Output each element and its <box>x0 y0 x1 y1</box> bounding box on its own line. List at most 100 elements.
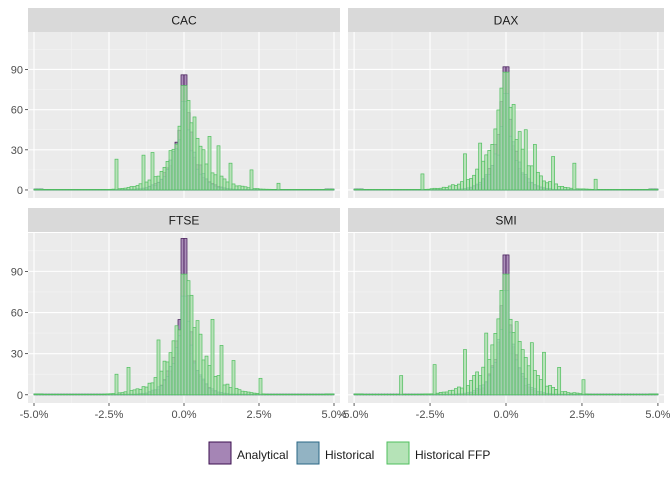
bar <box>551 156 555 191</box>
bar <box>353 393 358 396</box>
bar <box>183 85 188 191</box>
bars-smi <box>353 254 659 396</box>
bar <box>183 273 188 396</box>
bar <box>520 148 525 191</box>
bar <box>611 393 616 396</box>
panel-cac: CAC 0 30 60 90 <box>11 8 340 198</box>
bar <box>321 189 326 191</box>
strip-label-cac: CAC <box>171 14 197 28</box>
bar <box>63 189 68 191</box>
bar <box>90 189 95 191</box>
bar <box>621 189 625 191</box>
bar <box>90 393 95 396</box>
bar <box>627 189 631 191</box>
y-tick-label: 0 <box>17 390 23 402</box>
y-tick-label: 0 <box>17 185 23 197</box>
bar <box>466 385 470 396</box>
bar <box>636 189 641 191</box>
legend-label-historical: Historical <box>325 448 374 462</box>
series-historical-ffp <box>353 71 659 191</box>
bar <box>396 393 401 396</box>
bar <box>457 183 461 191</box>
bar <box>240 185 245 191</box>
bar <box>192 116 197 191</box>
bar <box>186 280 191 396</box>
bar <box>560 186 565 191</box>
bar <box>532 370 537 396</box>
bar <box>478 142 483 191</box>
bar <box>117 392 122 396</box>
bar <box>605 393 610 396</box>
bar <box>108 393 113 396</box>
bar <box>282 393 287 396</box>
bar <box>33 188 38 191</box>
bar <box>648 393 653 396</box>
bar <box>324 393 329 396</box>
bar <box>111 188 116 191</box>
bar <box>393 189 397 191</box>
bar <box>288 189 293 191</box>
bar <box>330 188 335 191</box>
bar <box>575 188 580 191</box>
bar <box>48 189 53 191</box>
bar <box>84 393 89 396</box>
y-tick-label: 60 <box>11 105 23 117</box>
bar <box>587 393 592 396</box>
bar <box>168 150 173 191</box>
bar <box>249 169 254 191</box>
bar <box>51 393 56 396</box>
bar <box>237 389 242 396</box>
bar <box>645 189 650 191</box>
bar <box>204 163 209 191</box>
panel-ftse: FTSE 0 30 60 90 -5.0% -2.5% 0.0% 2.5% 5.0% <box>11 208 347 421</box>
bar <box>514 321 519 396</box>
bar <box>523 129 528 191</box>
bar <box>33 393 38 396</box>
bar <box>502 273 507 396</box>
strip-ftse <box>28 208 340 232</box>
bar <box>252 392 257 396</box>
bar <box>581 188 586 191</box>
bar <box>596 189 601 191</box>
bar <box>423 188 428 191</box>
bar <box>371 393 376 396</box>
bar <box>249 392 254 396</box>
bar <box>186 100 191 191</box>
bar <box>120 392 125 396</box>
bar <box>514 139 519 191</box>
bar <box>255 188 260 191</box>
bar <box>111 393 116 396</box>
bar <box>438 392 443 396</box>
bar <box>243 186 248 191</box>
bar <box>432 187 437 191</box>
bar <box>478 375 483 396</box>
bar <box>384 189 388 191</box>
bar <box>414 189 419 191</box>
bar <box>135 388 140 396</box>
bar <box>502 71 507 191</box>
bar <box>596 393 601 396</box>
bar <box>210 172 215 191</box>
bar <box>129 186 134 191</box>
bar <box>599 189 604 191</box>
bar <box>177 125 182 191</box>
bar <box>411 393 416 396</box>
bar <box>69 189 74 191</box>
bar <box>447 390 452 396</box>
bar <box>210 319 215 396</box>
bar <box>99 393 104 396</box>
bar <box>408 189 413 191</box>
bar <box>599 393 604 396</box>
bar <box>198 333 203 396</box>
bar <box>195 320 200 396</box>
bar <box>487 359 492 396</box>
bar <box>213 174 218 191</box>
bar <box>321 393 326 396</box>
bar <box>475 168 480 191</box>
bar <box>114 373 119 396</box>
bar <box>374 393 379 396</box>
bar <box>312 393 317 396</box>
bar <box>126 367 131 396</box>
bar <box>608 393 613 396</box>
bar <box>285 189 290 191</box>
